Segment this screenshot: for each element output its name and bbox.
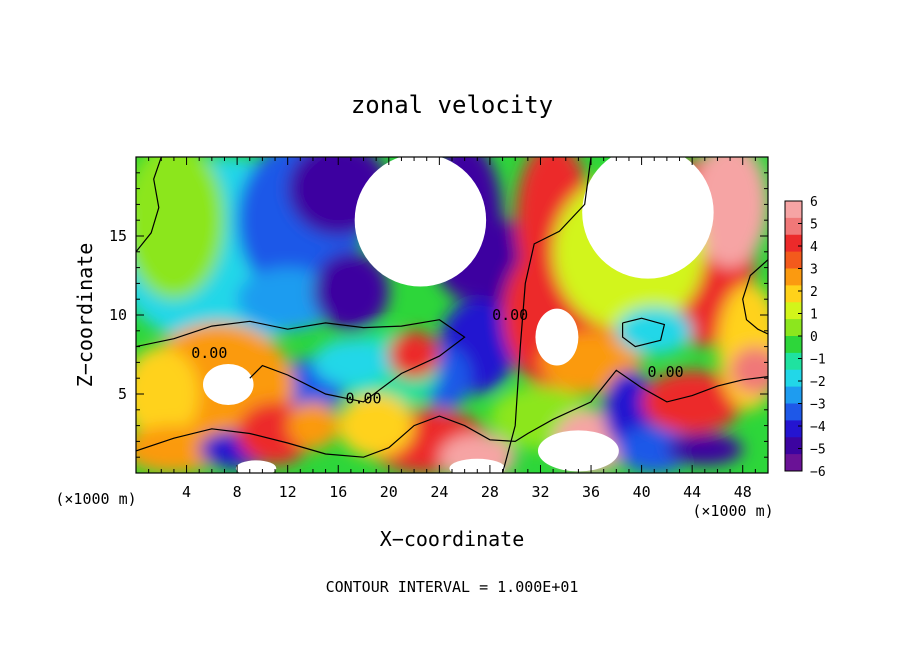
out-of-range-region (202, 363, 254, 406)
colorbar: 6 5 4 3 2 1 0 −1 −2 −3 −4 −5 −6 (784, 195, 826, 480)
x-tick-label: 8 (233, 483, 242, 501)
velocity-region (312, 251, 389, 331)
velocity-region (312, 338, 389, 387)
colorbar-swatch (785, 251, 802, 269)
zero-contour-line (622, 317, 666, 348)
colorbar-swatch (785, 336, 802, 354)
velocity-region (136, 157, 225, 300)
y-axis: 5 10 15 (109, 172, 768, 458)
velocity-region (692, 157, 768, 268)
out-of-range-region (535, 308, 579, 366)
zero-contour-line (136, 369, 768, 458)
colorbar-tick-label: −2 (810, 375, 826, 390)
out-of-range-region (354, 157, 487, 287)
x-axis-label: X−coordinate (380, 527, 525, 551)
zero-contour-line (136, 157, 162, 253)
x-multiplier-left: (×1000 m) (55, 490, 136, 508)
x-tick-label: 48 (734, 483, 752, 501)
x-tick-label: 12 (279, 483, 297, 501)
colorbar-tick-label: 5 (810, 218, 818, 233)
colorbar-tick-label: −3 (810, 398, 826, 413)
colorbar-swatch (785, 352, 802, 371)
zero-contour-line (136, 319, 466, 403)
colorbar-swatch (785, 268, 802, 286)
out-of-range-regions (202, 157, 714, 473)
x-tick-label: 32 (531, 483, 549, 501)
colorbar-swatch (785, 319, 802, 337)
zero-contours (136, 157, 768, 473)
colorbar-swatch (785, 369, 802, 388)
colorbar-tick-label: −4 (810, 420, 826, 435)
colorbar-swatch (785, 386, 802, 404)
contour-label: 0.00 (345, 390, 381, 408)
y-tick-label: 10 (109, 306, 127, 324)
contourf-field (136, 157, 768, 473)
out-of-range-region (235, 460, 277, 473)
chart-title: zonal velocity (351, 91, 553, 119)
velocity-region (730, 346, 768, 394)
zero-contour-line (502, 157, 592, 473)
colorbar-tick-label: 0 (810, 330, 818, 345)
contour-labels: 0.00 0.00 0.00 0.00 (191, 306, 683, 408)
x-tick-label: 44 (683, 483, 701, 501)
colorbar-tick-label: 2 (810, 285, 818, 300)
x-tick-label: 40 (633, 483, 651, 501)
colorbar-tick-label: 3 (810, 263, 818, 278)
velocity-region (136, 425, 225, 473)
x-tick-label: 20 (380, 483, 398, 501)
colorbar-swatch (785, 302, 802, 320)
colorbar-swatch (785, 234, 802, 253)
x-tick-label: 24 (430, 483, 448, 501)
colorbar-tick-label: 4 (810, 240, 818, 255)
y-axis-label: Z−coordinate (73, 243, 97, 388)
colorbar-swatch (785, 454, 802, 472)
colorbar-swatch (785, 403, 802, 421)
velocity-region (616, 425, 693, 473)
velocity-region (136, 346, 200, 442)
x-multiplier-right: (×1000 m) (692, 502, 773, 520)
velocity-region (287, 401, 339, 450)
y-tick-label: 15 (109, 227, 127, 245)
contour-label: 0.00 (648, 363, 684, 381)
x-tick-label: 36 (582, 483, 600, 501)
colorbar-tick-label: 1 (810, 308, 818, 323)
zero-contour-line (742, 259, 768, 335)
x-tick-label: 28 (481, 483, 499, 501)
colorbar-tick-label: 6 (810, 195, 818, 210)
colorbar-swatch (785, 285, 802, 303)
out-of-range-region (537, 430, 619, 472)
velocity-region (388, 330, 440, 379)
x-axis: 4 8 12 16 20 24 28 32 36 40 44 48 (148, 157, 756, 501)
out-of-range-region (582, 157, 714, 279)
colorbar-swatch (785, 437, 802, 455)
out-of-range-region (449, 458, 506, 473)
velocity-region (616, 307, 693, 355)
y-tick-label: 5 (118, 385, 127, 403)
colorbar-tick-label: −1 (810, 353, 826, 368)
colorbar-tick-label: −5 (810, 443, 826, 458)
contour-label: 0.00 (492, 306, 528, 324)
contour-interval-note: CONTOUR INTERVAL = 1.000E+01 (326, 578, 579, 596)
colorbar-swatch (785, 217, 802, 236)
velocity-region (237, 267, 339, 331)
x-tick-label: 16 (329, 483, 347, 501)
contour-label: 0.00 (191, 344, 227, 362)
x-tick-label: 4 (182, 483, 191, 501)
colorbar-swatch (785, 201, 802, 219)
colorbar-tick-label: −6 (810, 465, 826, 480)
velocity-region (666, 433, 743, 466)
colorbar-swatch (785, 420, 802, 438)
